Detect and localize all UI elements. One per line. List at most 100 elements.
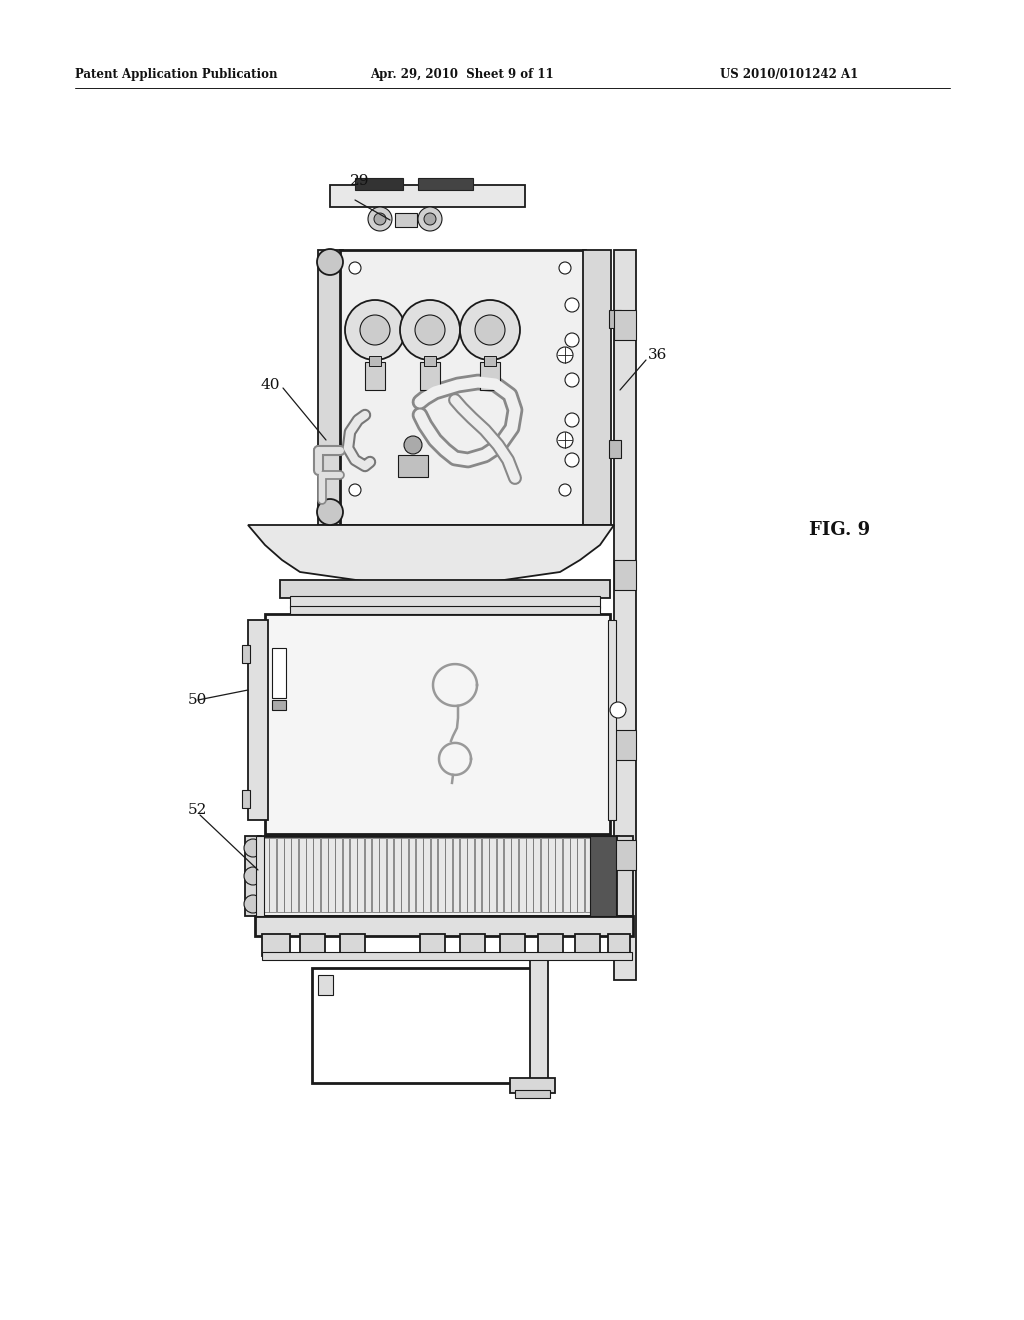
Bar xyxy=(269,838,276,912)
Circle shape xyxy=(610,702,626,718)
Bar xyxy=(538,935,563,956)
Circle shape xyxy=(360,315,390,345)
Bar xyxy=(438,838,444,912)
Bar xyxy=(409,838,416,912)
Bar xyxy=(245,836,261,916)
Bar xyxy=(555,838,562,912)
Bar xyxy=(398,455,428,477)
Circle shape xyxy=(565,374,579,387)
Bar xyxy=(350,838,356,912)
Circle shape xyxy=(400,300,460,360)
Bar xyxy=(482,838,488,912)
Bar xyxy=(300,935,325,956)
Bar xyxy=(424,356,436,366)
Bar xyxy=(592,838,599,912)
Circle shape xyxy=(557,347,573,363)
Circle shape xyxy=(418,207,442,231)
Bar xyxy=(418,178,473,190)
Bar xyxy=(504,838,511,912)
Bar xyxy=(335,838,342,912)
Circle shape xyxy=(345,300,406,360)
Bar xyxy=(312,968,532,1082)
Text: 50: 50 xyxy=(188,693,208,708)
Bar xyxy=(306,838,313,912)
Bar xyxy=(262,952,632,960)
Bar xyxy=(510,1078,555,1093)
Bar xyxy=(365,838,372,912)
Bar xyxy=(395,213,417,227)
Circle shape xyxy=(565,413,579,426)
Circle shape xyxy=(374,213,386,224)
Bar xyxy=(614,310,636,341)
Circle shape xyxy=(244,840,262,857)
Bar xyxy=(484,356,496,366)
Bar xyxy=(453,838,460,912)
Circle shape xyxy=(349,261,361,275)
Bar xyxy=(608,620,616,820)
Bar xyxy=(480,362,500,389)
Bar xyxy=(313,838,321,912)
Bar xyxy=(515,1090,550,1098)
Bar xyxy=(355,178,403,190)
Circle shape xyxy=(559,261,571,275)
Circle shape xyxy=(317,249,343,275)
Bar xyxy=(614,249,636,979)
Bar xyxy=(416,838,423,912)
Bar xyxy=(497,838,504,912)
Bar xyxy=(460,838,467,912)
Circle shape xyxy=(557,432,573,447)
Bar xyxy=(420,935,445,956)
Text: FIG. 9: FIG. 9 xyxy=(809,521,870,539)
Text: Apr. 29, 2010  Sheet 9 of 11: Apr. 29, 2010 Sheet 9 of 11 xyxy=(370,69,554,81)
Polygon shape xyxy=(248,525,614,585)
Bar xyxy=(599,838,606,912)
Bar xyxy=(318,249,343,525)
Bar xyxy=(548,838,555,912)
Text: Patent Application Publication: Patent Application Publication xyxy=(75,69,278,81)
Bar xyxy=(372,838,379,912)
Bar xyxy=(242,645,250,663)
Bar xyxy=(608,935,630,956)
Circle shape xyxy=(368,207,392,231)
Bar xyxy=(290,606,600,614)
Circle shape xyxy=(349,484,361,496)
Bar xyxy=(276,838,284,912)
Text: US 2010/0101242 A1: US 2010/0101242 A1 xyxy=(720,69,858,81)
Bar xyxy=(609,440,621,458)
Bar xyxy=(526,838,532,912)
Bar xyxy=(365,362,385,389)
Bar xyxy=(614,840,636,870)
Bar xyxy=(262,935,290,956)
Bar xyxy=(467,838,474,912)
Bar xyxy=(330,185,525,207)
Bar xyxy=(614,730,636,760)
Circle shape xyxy=(415,315,445,345)
Bar xyxy=(290,597,600,609)
Bar xyxy=(340,249,585,525)
Circle shape xyxy=(475,315,505,345)
Bar xyxy=(590,836,616,916)
Bar xyxy=(500,935,525,956)
Bar xyxy=(321,838,328,912)
Circle shape xyxy=(565,333,579,347)
Bar xyxy=(445,838,453,912)
Bar xyxy=(530,960,548,1090)
Bar xyxy=(379,838,386,912)
Bar xyxy=(609,310,621,327)
Bar xyxy=(475,838,481,912)
Bar xyxy=(340,935,365,956)
Bar xyxy=(534,838,541,912)
Circle shape xyxy=(404,436,422,454)
Bar xyxy=(272,700,286,710)
Bar xyxy=(318,975,333,995)
Bar xyxy=(401,838,409,912)
Bar xyxy=(258,836,618,916)
Bar xyxy=(423,838,430,912)
Circle shape xyxy=(559,484,571,496)
Bar xyxy=(489,838,497,912)
Bar xyxy=(585,838,592,912)
Bar xyxy=(614,560,636,590)
Bar xyxy=(511,838,518,912)
Bar xyxy=(284,838,291,912)
Text: 29: 29 xyxy=(350,174,370,187)
